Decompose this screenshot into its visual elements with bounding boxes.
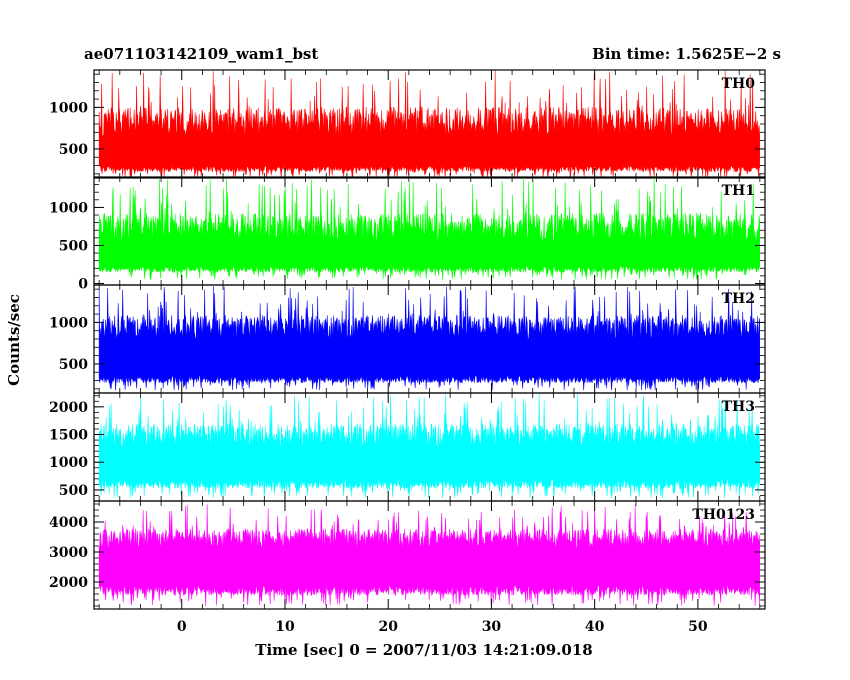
series-th0123-band: [98, 504, 760, 606]
series-th0-band: [98, 70, 760, 178]
x-axis-label: Time [sec] 0 = 2007/11/03 14:21:09.018: [255, 641, 592, 659]
y-axis-label: Counts/sec: [5, 294, 23, 386]
y-tick-label: 1500: [49, 428, 88, 444]
panel-th3: 500 1000 1500 2000 TH3: [49, 392, 766, 502]
x-tick-label: 20: [378, 619, 398, 635]
y-tick-label: 3000: [49, 545, 88, 561]
series-th3-band: [98, 393, 760, 499]
y-tick-label: 1000: [49, 315, 88, 331]
panel-th1: 0 500 1000 TH1: [49, 176, 766, 292]
x-tick-label: 30: [482, 619, 502, 635]
panel-label-th0123: TH0123: [692, 507, 755, 523]
x-tick-label: 40: [585, 619, 605, 635]
y-tick-label: 2000: [49, 575, 88, 591]
panel-stack: 500 1000 TH0 0 500 1000 TH1 500 1000 TH2 500 1000 15…: [49, 69, 766, 610]
x-tick-label: 50: [688, 619, 708, 635]
panel-label-th2: TH2: [722, 291, 755, 307]
y-tick-label: 2000: [49, 400, 88, 416]
y-tick-label: 1000: [49, 455, 88, 471]
panel-th2: 500 1000 TH2: [49, 284, 766, 394]
panel-label-th0: TH0: [722, 76, 756, 92]
panel-th0123: 2000 3000 4000 TH0123: [49, 500, 766, 610]
y-tick-label: 4000: [49, 515, 88, 531]
x-tick-label: 0: [177, 619, 187, 635]
panel-label-th3: TH3: [722, 399, 755, 415]
y-tick-label: 500: [59, 483, 88, 499]
x-tick-labels: 0 10 20 30 40 50: [177, 619, 708, 635]
x-tick-label: 10: [275, 619, 295, 635]
y-tick-label: 1000: [49, 200, 88, 216]
series-th2-band: [98, 286, 760, 391]
y-tick-label: 500: [59, 238, 88, 254]
y-tick-label: 500: [59, 142, 88, 158]
y-tick-label: 1000: [49, 100, 88, 116]
bin-time-label: Bin time: 1.5625E−2 s: [592, 45, 781, 63]
y-tick-label: 500: [59, 357, 88, 373]
series-th1-band: [98, 177, 760, 280]
chart-title: ae071103142109_wam1_bst: [84, 45, 318, 63]
y-tick-label: 0: [78, 276, 88, 292]
panel-label-th1: TH1: [722, 183, 755, 199]
panel-th0: 500 1000 TH0: [49, 69, 766, 179]
